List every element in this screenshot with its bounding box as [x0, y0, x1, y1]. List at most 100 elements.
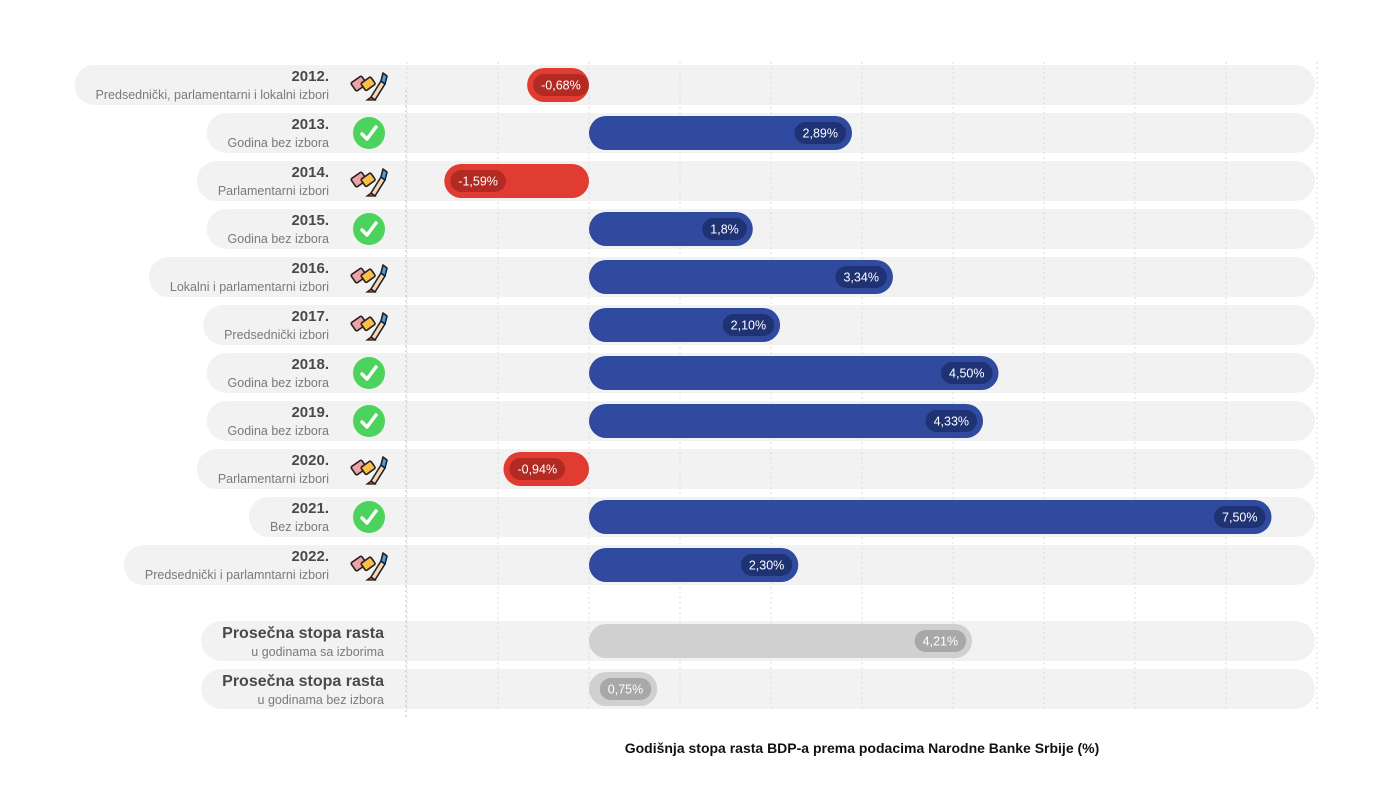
pen-tip — [380, 456, 388, 469]
check-icon-circle — [353, 213, 385, 245]
ballot-pen-icon — [350, 552, 388, 581]
pen-cap — [365, 96, 377, 101]
ballot-pen-icon — [350, 312, 388, 341]
ballot-pen-icon — [350, 168, 388, 197]
year-label: 2015. — [291, 212, 329, 229]
year-label: 2021. — [291, 500, 329, 517]
chart-caption: Godišnja stopa rasta BDP-a prema podacim… — [624, 740, 1100, 756]
ballot-pen-icon — [350, 264, 388, 293]
ballot-paper-2 — [360, 460, 376, 476]
bar-6-label: 4,50% — [949, 367, 984, 381]
average-bar-0-label: 4,21% — [923, 635, 958, 649]
bar-3-label: 1,8% — [710, 223, 739, 237]
average-bar-1-label: 0,75% — [608, 683, 643, 697]
pen-cap — [365, 576, 377, 581]
average-description: u godinama sa izborima — [251, 645, 384, 659]
bar-4 — [589, 260, 893, 294]
year-description: Lokalni i parlamentarni izbori — [170, 280, 329, 294]
pen-cap — [365, 336, 377, 341]
bar-10-label: 2,30% — [749, 559, 784, 573]
year-label: 2016. — [291, 260, 329, 277]
year-description: Predsednički izbori — [224, 328, 329, 342]
check-icon-mark — [360, 125, 378, 141]
ballot-paper — [350, 555, 368, 572]
ballot-paper-2 — [360, 268, 376, 284]
check-icon-mark — [360, 365, 378, 381]
pen-tip — [380, 552, 388, 565]
year-description: Predsednički i parlamntarni izbori — [145, 568, 329, 582]
check-icon — [353, 213, 385, 245]
check-icon — [353, 501, 385, 533]
pen-cap — [365, 480, 377, 485]
check-icon-circle — [353, 405, 385, 437]
bar-9 — [589, 500, 1272, 534]
ballot-paper — [350, 459, 368, 476]
pen-tip — [380, 264, 388, 277]
pen-tip — [380, 312, 388, 325]
check-icon-mark — [360, 413, 378, 429]
ballot-paper-2 — [360, 76, 376, 92]
check-icon-circle — [353, 357, 385, 389]
average-bar-1-label-bg — [599, 678, 652, 700]
pen-tip — [380, 72, 388, 85]
bar-8-label: -0,94% — [517, 463, 557, 477]
bar-10-label-bg — [740, 554, 793, 576]
ballot-paper — [350, 171, 368, 188]
check-icon — [353, 405, 385, 437]
bar-0-label: -0,68% — [541, 79, 581, 93]
ballot-paper — [350, 75, 368, 92]
pen-tip — [380, 168, 388, 181]
bar-4-label: 3,34% — [843, 271, 878, 285]
bar-6-label-bg — [941, 362, 993, 384]
check-icon-circle — [353, 501, 385, 533]
year-description: Godina bez izbora — [228, 232, 330, 246]
bar-5-label-bg — [722, 314, 775, 336]
year-description: Bez izbora — [270, 520, 329, 534]
ballot-paper-2 — [360, 556, 376, 572]
average-title: Prosečna stopa rasta — [222, 625, 384, 642]
year-label: 2022. — [291, 548, 329, 565]
year-description: Predsednički, parlamentarni i lokalni iz… — [96, 88, 329, 102]
year-label: 2013. — [291, 116, 329, 133]
category-labels: 2012. Predsednički, parlamentarni i lokal… — [96, 68, 385, 707]
ballot-pen-icon — [350, 72, 388, 101]
ballot-pen-icon — [350, 456, 388, 485]
ballot-paper-2 — [360, 172, 376, 188]
check-icon-mark — [360, 509, 378, 525]
bar-2-label: -1,59% — [458, 175, 498, 189]
ballot-paper — [350, 267, 368, 284]
bar-7 — [589, 404, 984, 438]
year-label: 2014. — [291, 164, 329, 181]
check-icon-mark — [360, 221, 378, 237]
bar-9-label: 7,50% — [1222, 511, 1257, 525]
average-bar-0-label-bg — [914, 630, 967, 652]
pen-cap — [365, 192, 377, 197]
bar-1-label: 2,89% — [803, 127, 838, 141]
average-description: u godinama bez izbora — [258, 693, 385, 707]
year-description: Godina bez izbora — [228, 376, 330, 390]
category-icons — [350, 72, 388, 581]
ballot-paper — [350, 315, 368, 332]
bar-5-label: 2,10% — [731, 319, 766, 333]
bar-3-label-bg — [702, 218, 747, 240]
year-label: 2017. — [291, 308, 329, 325]
bar-8-label-bg — [509, 458, 566, 480]
check-icon — [353, 117, 385, 149]
bar-6 — [589, 356, 999, 390]
year-label: 2012. — [291, 68, 329, 85]
bar-7-label: 4,33% — [934, 415, 969, 429]
row-background — [206, 209, 1315, 249]
year-label: 2018. — [291, 356, 329, 373]
year-description: Parlamentarni izbori — [218, 472, 329, 486]
bar-7-label-bg — [925, 410, 978, 432]
row-background — [196, 449, 1315, 489]
average-row-background — [201, 669, 1315, 709]
year-label: 2019. — [291, 404, 329, 421]
bar-0-label-bg — [533, 74, 589, 96]
bar-1-label-bg — [794, 122, 846, 144]
year-description: Godina bez izbora — [228, 424, 330, 438]
year-description: Godina bez izbora — [228, 136, 330, 150]
ballot-paper-2 — [360, 316, 376, 332]
bar-1 — [589, 116, 852, 150]
